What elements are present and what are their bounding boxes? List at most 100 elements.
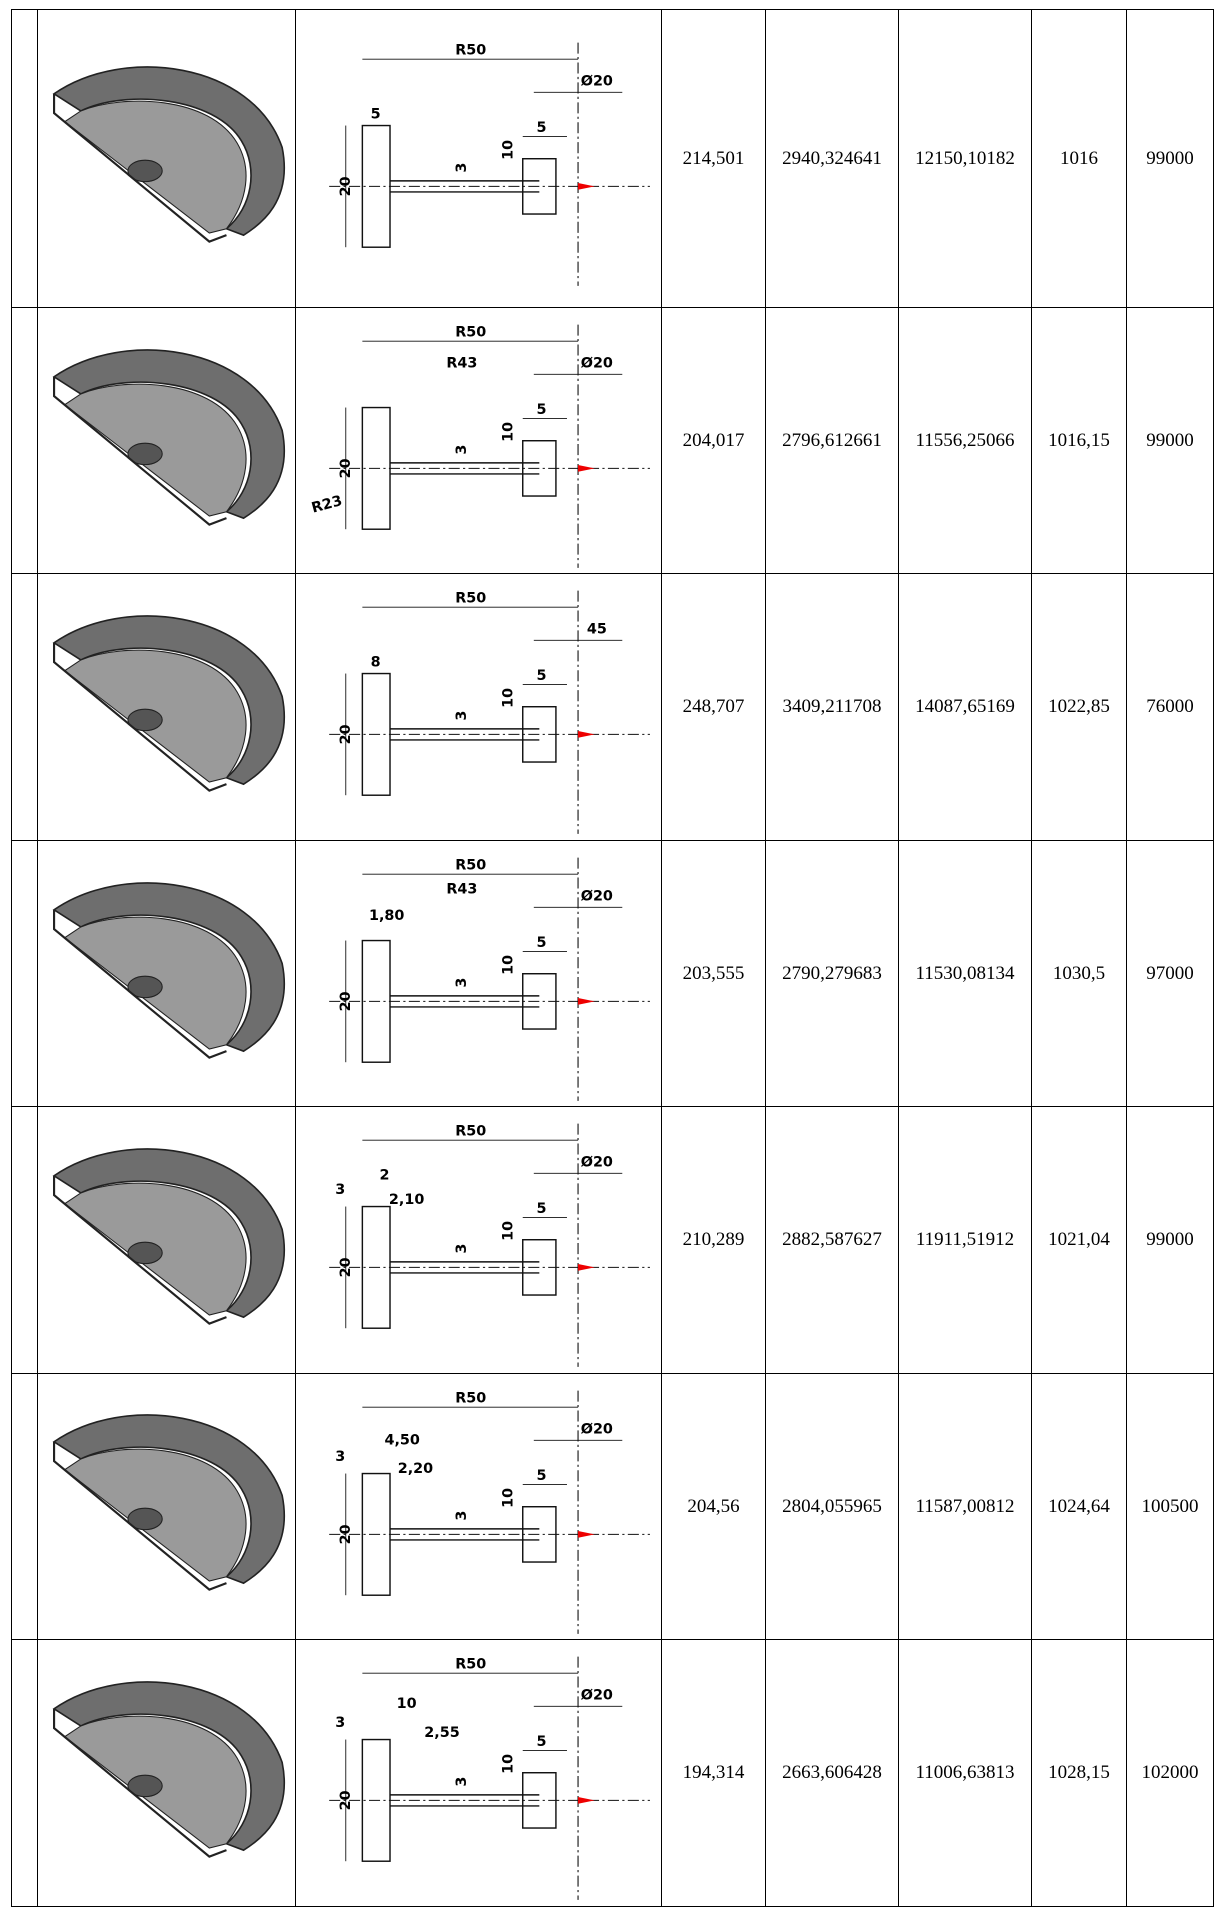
value-cell: 99000: [1126, 1106, 1214, 1374]
sketch: R50 Ø20 5 20 3 10 2 3 2,10: [329, 1124, 650, 1368]
model-cell: [37, 1639, 296, 1907]
dimension-label: 20: [338, 1258, 354, 1278]
sketch: R50 Ø20 5 20 3 10 4,50 3 2,20: [329, 1390, 650, 1634]
sketch: R50 Ø20 5 20 3 10 R43 R23: [310, 324, 650, 568]
dimension-label: R23: [310, 493, 344, 516]
value-cell: 99000: [1126, 9, 1214, 308]
dimension-label: 3: [454, 445, 470, 455]
dimension-label: R50: [455, 1657, 486, 1673]
value-cell: 2790,279683: [765, 839, 899, 1108]
sketch-cell: R50 Ø20 5 20 3 10 5: [295, 9, 662, 308]
value-cell: 194,314: [661, 1639, 766, 1907]
dimension-label: 10: [397, 1696, 417, 1712]
value-cell: 204,56: [661, 1372, 766, 1641]
front-edge: [52, 1175, 227, 1325]
value-cell: 11556,25066: [898, 306, 1032, 575]
sketch-cell: R50 Ø20 5 20 3 10 R43 1,80: [295, 839, 662, 1108]
wall: [52, 66, 285, 237]
value-cell: 204,017: [661, 306, 766, 575]
hub: [127, 442, 163, 465]
dimension-label: 3: [335, 1182, 345, 1198]
dimension-label: 20: [338, 725, 354, 745]
arrow: [578, 1264, 595, 1272]
value-cell: 76000: [1126, 573, 1214, 841]
value-cell: 11530,08134: [898, 839, 1032, 1108]
hub: [127, 708, 163, 732]
value-cell: 1028,15: [1031, 1639, 1127, 1907]
dimension-label: Ø20: [581, 1155, 613, 1171]
model-image: [52, 615, 285, 792]
value-cell: 11587,00812: [898, 1372, 1032, 1641]
dimension-label: 10: [500, 1488, 516, 1508]
value-cell: 1016,15: [1031, 306, 1127, 575]
dimension-label: 20: [338, 176, 354, 196]
index-cell: [11, 1372, 38, 1641]
value-cell: 100500: [1126, 1372, 1214, 1641]
value-cell: 99000: [1126, 306, 1214, 575]
dimension-label: 5: [537, 668, 547, 684]
table-row: R50 Ø20 5 20 3 10 R43 R23 204,017 2796,612661 1155…: [11, 306, 1214, 575]
dimension-label: R50: [455, 1124, 486, 1140]
dimension-label: 10: [500, 1221, 516, 1241]
arrow: [578, 997, 595, 1005]
dimension-label: 20: [338, 1524, 354, 1544]
model-image: [52, 1148, 285, 1325]
dimension-label: R43: [446, 882, 477, 898]
table-row: R50 Ø20 5 20 3 10 2 3 2,10 210,289 2882,587627 1191…: [11, 1106, 1214, 1374]
dimension-label: 3: [335, 1715, 345, 1731]
arrow: [578, 1530, 595, 1538]
sketch-cell: R50 Ø20 5 20 3 10 10 3 2,55: [295, 1639, 662, 1907]
value-cell: 1024,64: [1031, 1372, 1127, 1641]
arrow: [578, 1797, 595, 1804]
value-cell: 2663,606428: [765, 1639, 899, 1907]
model-image: [52, 1414, 285, 1592]
value-cell: 203,555: [661, 839, 766, 1108]
value-cell: 1016: [1031, 9, 1127, 308]
dimension-label: Ø20: [581, 1688, 613, 1704]
index-cell: [11, 573, 38, 841]
wall: [52, 1148, 285, 1319]
dimension-label: 20: [338, 1791, 354, 1811]
front-edge: [52, 1442, 227, 1592]
wall: [52, 348, 285, 519]
wall: [52, 615, 285, 786]
value-cell: 1021,04: [1031, 1106, 1127, 1374]
model-cell: [37, 839, 296, 1108]
table-row: R50 Ø20 5 20 3 10 10 3 2,55 194,314 2663,606428 110…: [11, 1639, 1214, 1907]
dimension-label: 1,80: [369, 908, 404, 924]
sketch-cell: R50 Ø20 5 20 3 10 4,50 3 2,20: [295, 1372, 662, 1641]
arrow: [578, 731, 595, 739]
dimension-label: R50: [455, 42, 486, 58]
table-body: R50 Ø20 5 20 3 10 5 214,501 2940,324641 12150,101…: [11, 9, 1214, 1907]
model-cell: [37, 306, 296, 575]
value-cell: 3409,211708: [765, 573, 899, 841]
dimension-label: 10: [500, 140, 516, 160]
value-cell: 1022,85: [1031, 573, 1127, 841]
dimension-label: 5: [537, 1468, 547, 1484]
wall: [52, 881, 285, 1052]
hub: [127, 975, 163, 998]
results-table: R50 Ø20 5 20 3 10 5 214,501 2940,324641 12150,101…: [11, 9, 1214, 1907]
table-row: R50 Ø20 5 20 3 10 4,50 3 2,20 204,56 2804,055965 11…: [11, 1372, 1214, 1641]
sketch: R50 Ø20 5 20 3 10 R43 1,80: [329, 857, 650, 1101]
model-image: [52, 348, 285, 526]
value-cell: 11006,63813: [898, 1639, 1032, 1907]
dimension-label: 3: [454, 977, 470, 987]
value-cell: 2796,612661: [765, 306, 899, 575]
index-cell: [11, 306, 38, 575]
dimension-label: R50: [455, 1390, 486, 1406]
value-cell: 1030,5: [1031, 839, 1127, 1108]
dimension-label: R50: [455, 324, 486, 340]
value-cell: 11911,51912: [898, 1106, 1032, 1374]
dimension-label: 4,50: [384, 1432, 419, 1448]
value-cell: 214,501: [661, 9, 766, 308]
value-cell: 12150,10182: [898, 9, 1032, 308]
dimension-label: 3: [454, 162, 470, 172]
table-row: R50 Ø20 5 20 3 10 5 214,501 2940,324641 12150,101…: [11, 9, 1214, 308]
dimension-label: 20: [338, 458, 354, 478]
dimension-label: 3: [454, 1777, 470, 1787]
dimension-label: 5: [537, 1201, 547, 1217]
dimension-label: 10: [500, 955, 516, 975]
model-cell: [37, 9, 296, 308]
arrow: [578, 465, 595, 472]
